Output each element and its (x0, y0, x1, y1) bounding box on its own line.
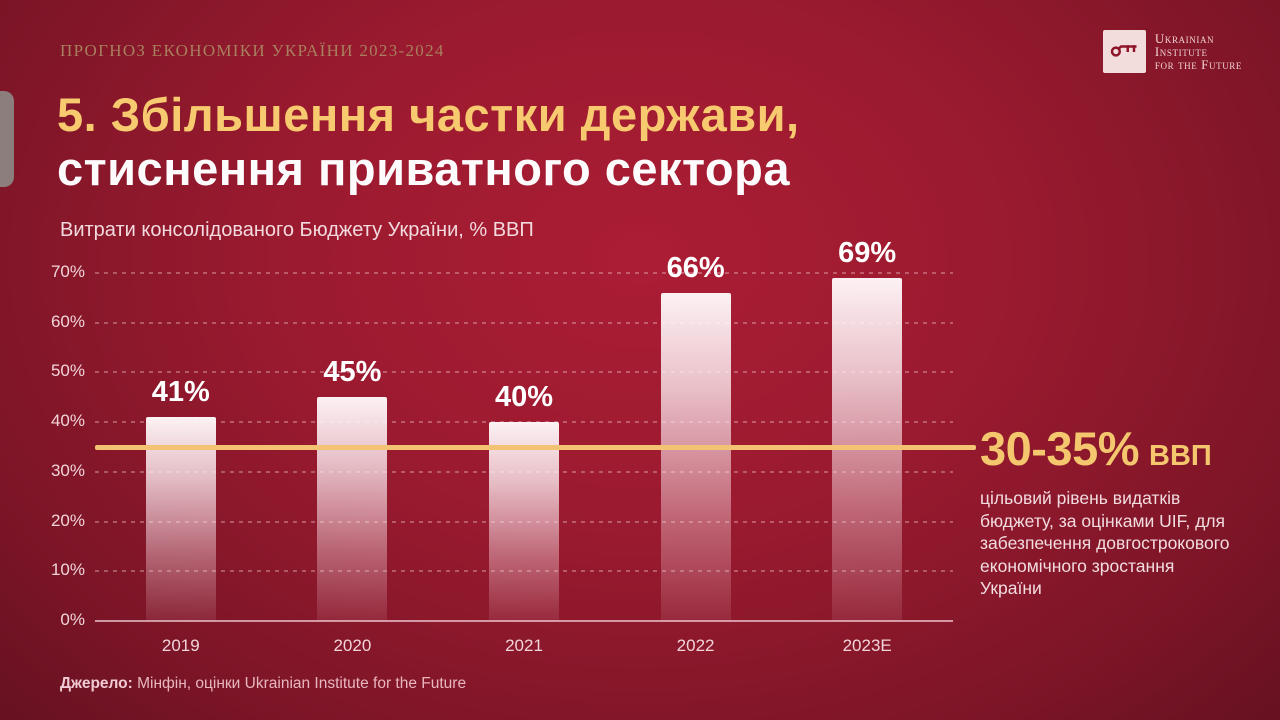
bar-value-label-2023E: 69% (838, 236, 897, 269)
y-axis-tick-60: 60% (50, 311, 85, 331)
target-line (95, 445, 976, 450)
left-edge-tab[interactable] (0, 91, 14, 187)
page-title-line1: 5. Збільшення частки держави, (57, 88, 800, 141)
source-text: Мінфін, оцінки Ukrainian Institute for t… (132, 675, 467, 692)
target-value: 30-35% (980, 422, 1140, 475)
bar-chart: 0% 10% 20% 30% 40% 50% 60% 70% 41% 2019 45% 2020 40%… (51, 237, 953, 655)
report-eyebrow: ПРОГНОЗ ЕКОНОМІКИ УКРАЇНИ 2023-2024 (60, 41, 445, 60)
gridline-50 (95, 371, 953, 374)
gridline-60 (95, 321, 953, 324)
x-axis-label-2021: 2021 (505, 636, 543, 655)
source-label: Джерело: (60, 675, 133, 692)
page-title: 5. Збільшення частки держави, стиснення … (57, 88, 800, 196)
bar-value-label-2022: 66% (666, 251, 725, 284)
target-description: цільовий рівень видатків бюджету, за оці… (980, 488, 1230, 598)
x-axis-label-2023E: 2023E (842, 636, 892, 655)
bar-value-label-2019: 41% (151, 376, 210, 409)
y-axis-tick-70: 70% (50, 262, 85, 281)
target-annotation: 30-35% ВВП цільовий рівень видатків бюдж… (980, 421, 1260, 600)
logo-text-line3: for the Future (1154, 57, 1242, 72)
bar-2022 (660, 292, 731, 621)
bar-2021 (489, 422, 559, 621)
y-axis-tick-10: 10% (50, 560, 85, 580)
y-axis-tick-20: 20% (50, 510, 85, 530)
bar-2020 (317, 397, 388, 621)
logo-text-line1: Ukrainian (1154, 31, 1215, 46)
gridline-40 (95, 421, 953, 424)
gridline-70 (95, 272, 953, 274)
bar-value-label-2020: 45% (323, 356, 382, 389)
bar-value-label-2021: 40% (494, 381, 554, 414)
logo-square (1102, 30, 1146, 73)
y-axis-tick-50: 50% (50, 361, 85, 381)
x-axis-label-2022: 2022 (676, 636, 715, 655)
page-title-line2: стиснення приватного сектора (57, 142, 790, 195)
source-line: Джерело: Мінфін, оцінки Ukrainian Instit… (60, 675, 466, 693)
chart-subtitle: Витрати консолідованого Бюджету України,… (60, 219, 534, 241)
target-annotation-head: 30-35% ВВП (980, 421, 1260, 476)
y-axis-tick-30: 30% (50, 460, 85, 480)
y-axis-tick-40: 40% (50, 411, 85, 431)
target-unit: ВВП (1149, 440, 1212, 472)
x-axis-line (95, 620, 953, 622)
key-icon (1109, 34, 1139, 69)
logo-text: Ukrainian Institute for the Future (1155, 32, 1242, 71)
x-axis-label-2019: 2019 (161, 636, 200, 655)
uif-logo: Ukrainian Institute for the Future (1102, 30, 1242, 73)
logo-text-line2: Institute (1154, 44, 1208, 59)
bar-2019 (145, 417, 216, 621)
y-axis-tick-0: 0% (60, 610, 85, 629)
x-axis-label-2020: 2020 (333, 636, 372, 655)
